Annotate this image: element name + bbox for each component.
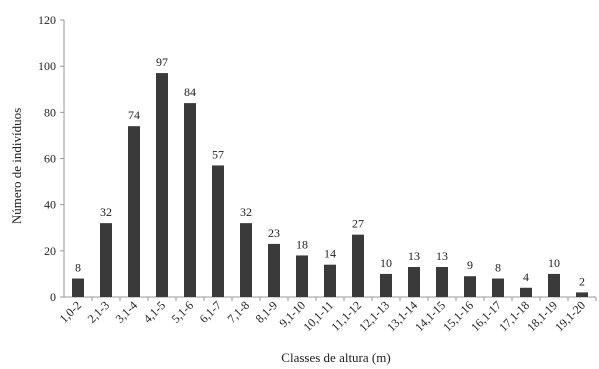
data-label: 4 [523,270,529,284]
bar [72,278,84,297]
x-tick-label: 6,1-7 [197,298,225,326]
data-label: 8 [495,261,501,275]
bar [380,273,392,297]
x-tick-label: 17,1-18 [496,298,532,334]
x-tick-label: 12,1-13 [356,298,392,334]
y-tick-label: 120 [38,13,56,27]
data-label: 32 [240,205,252,219]
x-tick-label: 13,1-14 [384,298,420,334]
y-tick-label: 100 [38,59,56,73]
x-tick-label: 4,1-5 [141,298,169,326]
data-label: 10 [548,256,560,270]
x-tick-label: 2,1-3 [85,298,113,326]
x-tick-label: 7,1-8 [225,298,253,326]
y-tick-label: 80 [44,105,56,119]
bar [128,126,140,297]
x-tick-label: 5,1-6 [169,298,197,326]
data-label: 97 [156,55,168,69]
data-label: 13 [436,249,448,263]
bar [100,223,112,297]
data-label: 23 [268,226,280,240]
bar [492,278,504,297]
x-tick-label: 16,1-17 [468,298,504,334]
bar [296,255,308,297]
x-tick-label: 15,1-16 [440,298,476,334]
y-tick-label: 40 [44,198,56,212]
bar [576,292,588,297]
x-tick-label: 14,1-15 [412,298,448,334]
data-label: 27 [352,217,364,231]
x-tick-label: 10,1-11 [300,298,336,334]
bar [408,266,420,297]
x-axis: 1,0-2 2,1-3 3,1-4 4,1-5 5,1-6 6,1-7 7,1-8 8,1-9… [57,296,597,334]
data-label: 18 [296,237,308,251]
data-label: 57 [212,147,224,161]
bar [548,273,560,297]
y-axis: 0 20 40 60 80 100 120 [38,13,65,304]
bar [324,264,336,297]
data-label: 13 [408,249,420,263]
x-tick-label: 11,1-12 [328,298,364,334]
data-label: 2 [579,274,585,288]
x-tick-label: 8,1-9 [253,298,281,326]
bar [352,234,364,297]
x-tick-label: 19,1-20 [552,298,588,334]
bar [240,223,252,297]
bar [156,73,168,297]
bar [184,103,196,297]
data-label: 10 [380,256,392,270]
y-tick-label: 60 [44,152,56,166]
y-tick-label: 20 [44,244,56,258]
bar [436,266,448,297]
data-label: 32 [100,205,112,219]
x-tick-label: 1,0-2 [57,298,85,326]
x-axis-title: Classes de altura (m) [281,350,390,365]
bar [464,276,476,297]
x-tick-label: 18,1-19 [524,298,560,334]
data-label: 74 [128,108,140,122]
data-label: 8 [75,261,81,275]
data-label: 9 [467,258,473,272]
bars [72,73,588,297]
y-tick-label: 0 [50,290,56,304]
y-axis-title: Número de indivíduos [9,108,24,224]
bar [212,165,224,297]
data-label: 84 [184,85,196,99]
x-tick-label: 3,1-4 [113,298,141,326]
bar [268,243,280,297]
data-label: 14 [324,247,336,261]
bar [520,287,532,297]
